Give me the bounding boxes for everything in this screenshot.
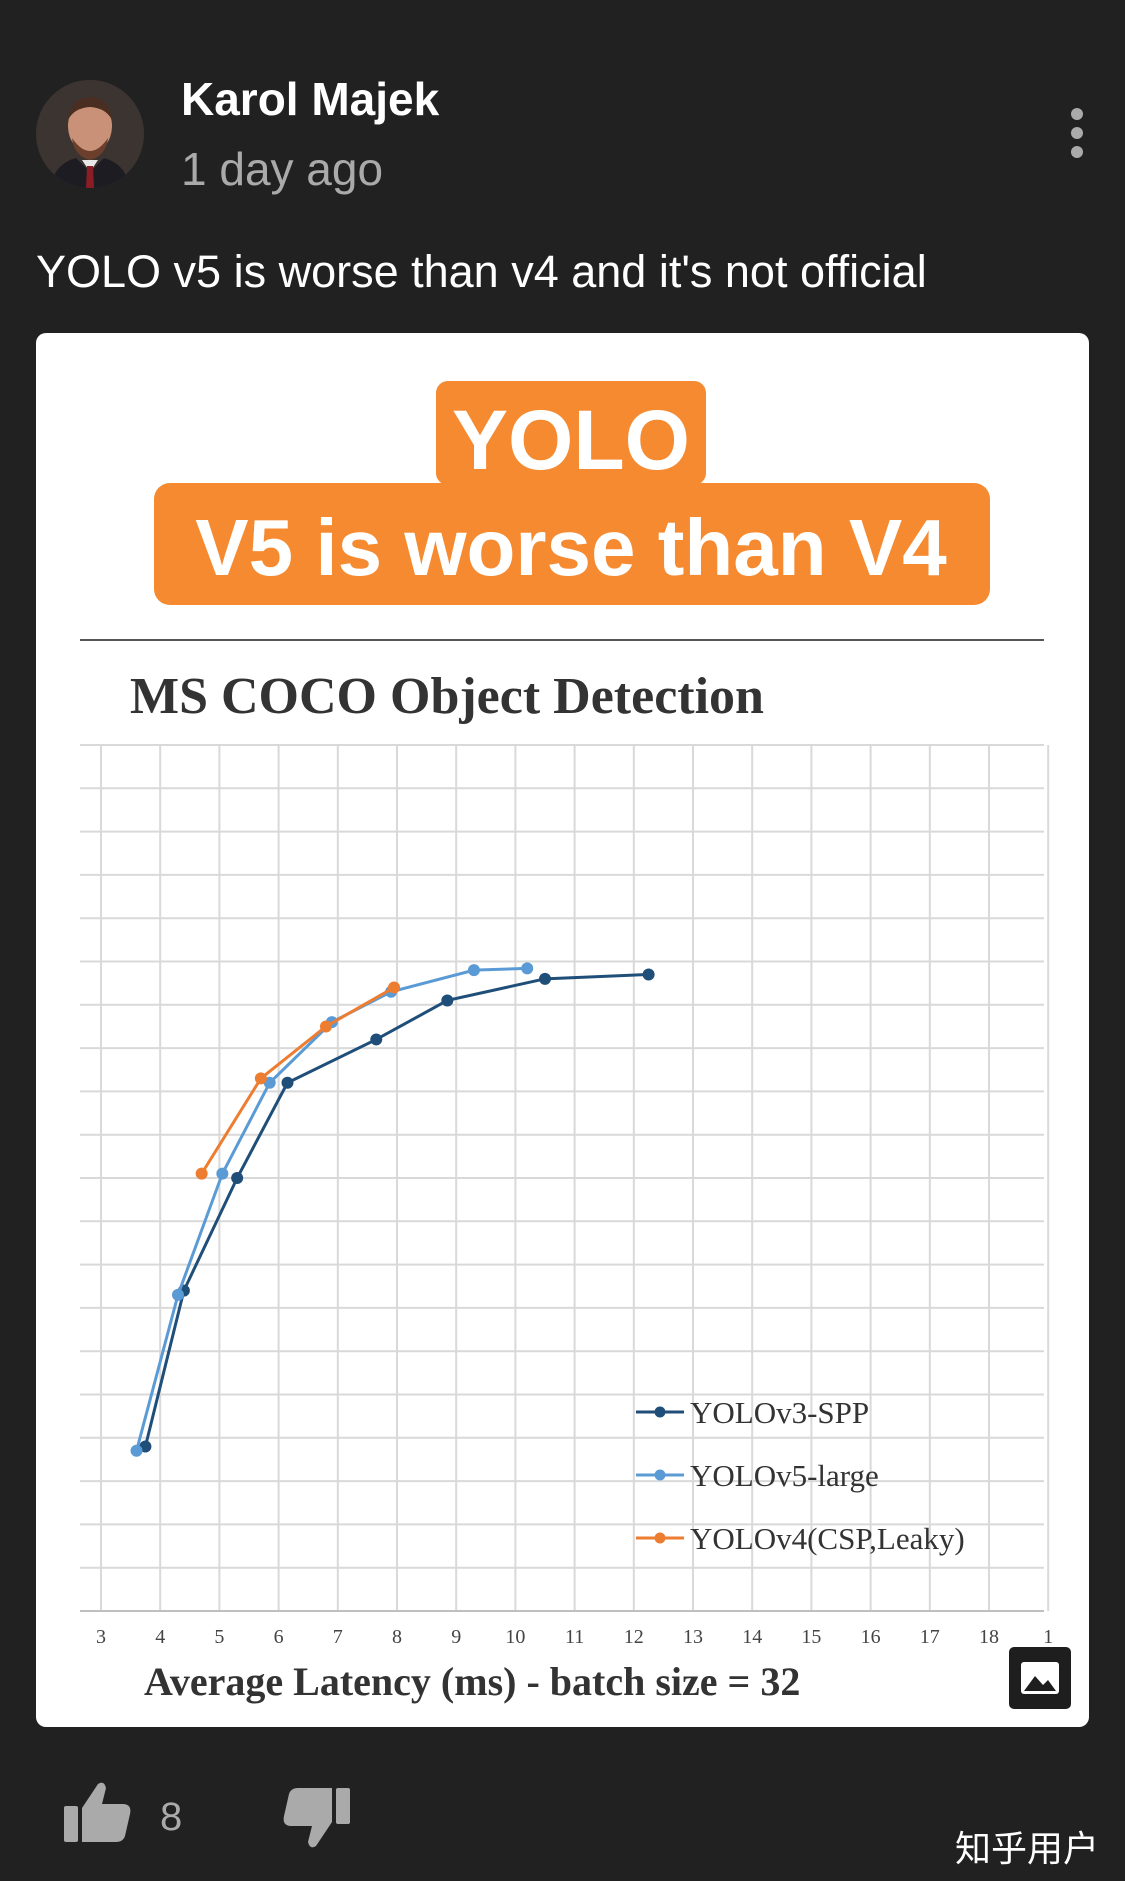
x-axis-ticks: 3 4 5 6 7 8 9 10 11 12 13 14 15 16 17 18 1 [96, 1626, 1053, 1648]
x-tick-label: 18 [979, 1626, 999, 1648]
series-point-1 [521, 962, 534, 975]
x-tick-label: 9 [451, 1626, 461, 1648]
x-tick-label: 11 [565, 1626, 584, 1648]
series-line-1 [135, 966, 528, 1452]
x-tick-label: 17 [920, 1626, 940, 1648]
legend-label-yolov3: YOLOv3-SPP [690, 1395, 869, 1430]
series-point-0 [642, 968, 655, 981]
x-tick-label: 6 [274, 1626, 284, 1648]
banner-bottom-block [154, 483, 990, 605]
avatar-portrait [36, 80, 144, 188]
series-point-2 [254, 1072, 267, 1085]
banner-line2: V5 is worse than V4 [195, 503, 947, 592]
series-point-2 [319, 1020, 332, 1033]
banner-top-block [436, 381, 706, 485]
more-options-icon[interactable] [1062, 108, 1092, 164]
x-tick-label: 13 [683, 1626, 703, 1648]
x-tick-label: 1 [1043, 1626, 1053, 1648]
series-line-0 [143, 972, 649, 1447]
series-point-0 [441, 994, 454, 1007]
banner: YOLO V5 is worse than V4 [154, 381, 990, 605]
legend-label-yolov5: YOLOv5-large [690, 1458, 879, 1493]
post-image[interactable]: YOLO V5 is worse than V4 MS COCO Object … [36, 333, 1089, 1727]
dislike-button[interactable] [280, 1786, 352, 1850]
post-timestamp: 1 day ago [181, 143, 384, 195]
banner-line1: YOLO [452, 393, 690, 487]
series-point-1 [130, 1444, 143, 1457]
comment-text: YOLO v5 is worse than v4 and it's not of… [36, 246, 927, 297]
x-tick-label: 15 [801, 1626, 821, 1648]
x-tick-label: 5 [214, 1626, 224, 1648]
x-tick-label: 4 [155, 1626, 165, 1648]
legend: YOLOv3-SPP YOLOv5-large YOLOv4(CSP,Leaky… [636, 1395, 965, 1556]
series-line-2 [200, 986, 395, 1175]
series-point-0 [139, 1440, 152, 1453]
chart-title: MS COCO Object Detection [130, 668, 764, 725]
x-tick-label: 3 [96, 1626, 106, 1648]
chart-figure: YOLO V5 is worse than V4 MS COCO Object … [80, 381, 1053, 1704]
thumbs-down-icon [283, 1788, 350, 1848]
x-tick-label: 14 [742, 1626, 762, 1648]
series-point-2 [195, 1167, 208, 1180]
x-axis-label: Average Latency (ms) - batch size = 32 [144, 1659, 800, 1704]
series-point-0 [231, 1172, 244, 1184]
series-point-0 [281, 1076, 294, 1089]
x-tick-label: 8 [392, 1626, 402, 1648]
legend-marker-yolov3 [654, 1406, 666, 1418]
series-point-1 [216, 1167, 229, 1180]
series-point-1 [171, 1288, 184, 1301]
series-point-0 [539, 972, 551, 985]
like-count: 8 [160, 1795, 183, 1839]
series-point-2 [388, 981, 401, 994]
chart-grid [80, 744, 1050, 1612]
series-point-0 [370, 1033, 383, 1046]
x-tick-label: 7 [333, 1626, 343, 1648]
author-name[interactable]: Karol Majek [181, 73, 440, 125]
series-point-1 [263, 1076, 276, 1089]
image-icon [1021, 1662, 1059, 1694]
expand-image-button[interactable] [1006, 1644, 1074, 1712]
x-tick-label: 12 [624, 1626, 644, 1648]
x-tick-label: 10 [505, 1626, 525, 1648]
legend-label-yolov4: YOLOv4(CSP,Leaky) [690, 1521, 965, 1556]
legend-marker-yolov4 [654, 1532, 666, 1544]
like-button[interactable] [62, 1780, 134, 1844]
series-point-1 [467, 964, 480, 977]
chart-series [130, 962, 655, 1457]
legend-marker-yolov5 [654, 1469, 666, 1481]
watermark: 知乎用户 [955, 1829, 1100, 1870]
x-tick-label: 16 [861, 1626, 881, 1648]
thumbs-up-icon [64, 1782, 131, 1842]
avatar[interactable] [36, 80, 144, 188]
